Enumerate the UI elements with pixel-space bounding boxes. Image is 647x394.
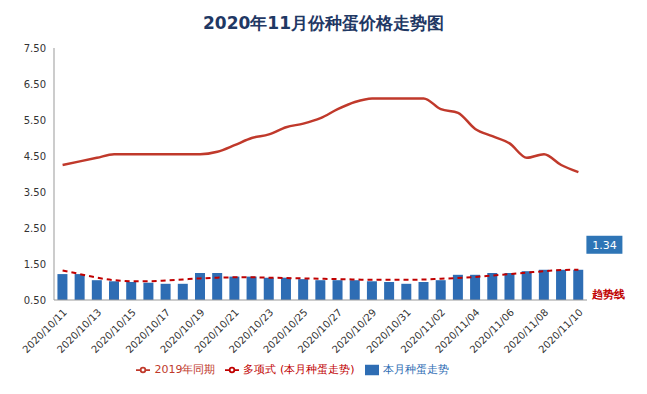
svg-text:2020/11/06: 2020/11/06: [467, 306, 517, 356]
svg-text:2020/11/08: 2020/11/08: [501, 306, 551, 356]
svg-text:趋势线: 趋势线: [591, 288, 625, 301]
svg-text:2020/10/29: 2020/10/29: [330, 306, 379, 356]
svg-text:2020/10/13: 2020/10/13: [54, 306, 104, 356]
svg-text:2020/10/23: 2020/10/23: [226, 306, 276, 356]
svg-text:2020/10/27: 2020/10/27: [295, 306, 345, 356]
svg-text:0.50: 0.50: [24, 295, 46, 306]
svg-text:2020/10/17: 2020/10/17: [123, 306, 173, 356]
svg-text:1.50: 1.50: [24, 259, 46, 270]
svg-text:5.50: 5.50: [24, 115, 46, 126]
html-text:多项式 (本月种蛋走势): 多项式 (本月种蛋走势): [243, 363, 355, 376]
html-text:2019年同期: 2019年同期: [154, 363, 216, 376]
html-text:2020年11月份种蛋价格走势图: 2020年11月份种蛋价格走势图: [203, 13, 444, 33]
svg-text:2020/10/21: 2020/10/21: [192, 306, 241, 356]
svg-text:6.50: 6.50: [24, 79, 46, 90]
svg-text:4.50: 4.50: [24, 151, 46, 162]
svg-text:2020/10/15: 2020/10/15: [89, 306, 138, 356]
svg-text:2020/10/31: 2020/10/31: [364, 306, 413, 356]
svg-text:7.50: 7.50: [24, 43, 46, 54]
svg-text:2020/10/19: 2020/10/19: [158, 306, 207, 356]
svg-text:2020/10/11: 2020/10/11: [20, 306, 69, 356]
svg-text:2020/11/02: 2020/11/02: [398, 306, 448, 356]
svg-text:3.50: 3.50: [24, 187, 46, 198]
svg-text:2020/11/04: 2020/11/04: [433, 306, 482, 356]
svg-text:2020/10/25: 2020/10/25: [261, 306, 310, 356]
svg-text:2.50: 2.50: [24, 223, 46, 234]
svg-text:1.34: 1.34: [592, 239, 617, 252]
html-text:本月种蛋走势: 本月种蛋走势: [382, 363, 449, 376]
svg-text:2020/11/10: 2020/11/10: [536, 307, 585, 356]
